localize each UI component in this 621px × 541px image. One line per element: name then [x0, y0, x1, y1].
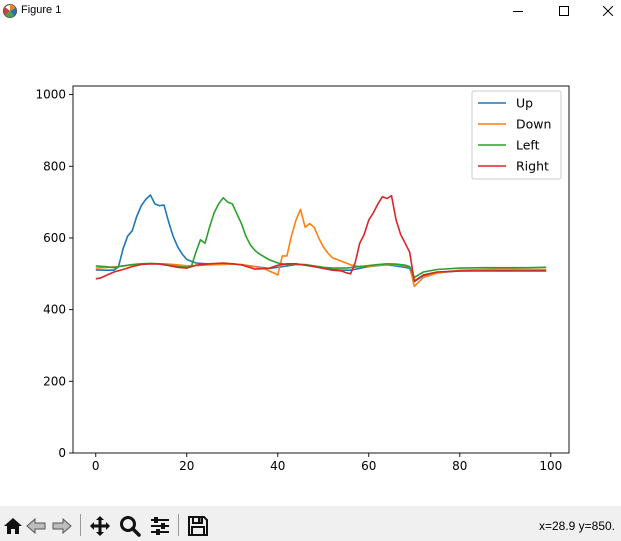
legend: Up Down Left Right — [471, 90, 562, 180]
x-tick-label: 100 — [539, 459, 562, 473]
series-layer — [95, 194, 547, 288]
close-icon — [603, 6, 613, 16]
close-button[interactable] — [585, 0, 621, 22]
legend-label-right: Right — [516, 159, 549, 174]
maximize-icon — [559, 6, 569, 16]
navigation-toolbar: x=28.9 y=850. — [0, 506, 621, 541]
pan-button[interactable] — [88, 514, 112, 538]
legend-label-down: Down — [516, 117, 551, 132]
window-titlebar: Figure 1 — [0, 0, 621, 22]
y-tick-label: 800 — [43, 159, 66, 173]
x-tick-label: 80 — [452, 459, 467, 473]
forward-button[interactable] — [50, 514, 74, 538]
y-tick-label: 1000 — [35, 88, 66, 102]
home-icon — [4, 518, 22, 534]
x-tick-label: 40 — [270, 459, 285, 473]
save-button[interactable] — [186, 514, 210, 538]
y-tick-label: 200 — [43, 374, 66, 388]
zoom-icon — [120, 516, 141, 537]
back-button[interactable] — [24, 514, 48, 538]
x-tick-label: 20 — [179, 459, 194, 473]
toolbar-separator — [80, 514, 81, 536]
y-tick-label: 400 — [43, 303, 66, 317]
series-line-right — [95, 194, 547, 282]
maximize-button[interactable] — [541, 0, 587, 22]
x-tick-label: 60 — [361, 459, 376, 473]
cursor-coordinates: x=28.9 y=850. — [538, 519, 615, 533]
window-title: Figure 1 — [21, 4, 62, 16]
x-tick-label: 0 — [92, 459, 100, 473]
home-button[interactable] — [1, 514, 25, 538]
save-icon — [188, 516, 208, 536]
y-tick-label: 600 — [43, 231, 66, 245]
plot-frame — [72, 85, 570, 454]
legend-label-up: Up — [516, 96, 533, 111]
configure-subplots-icon — [151, 517, 169, 535]
minimize-icon — [513, 11, 523, 12]
forward-icon — [52, 517, 72, 535]
pan-icon — [90, 516, 110, 536]
configure-subplots-button[interactable] — [148, 514, 172, 538]
legend-frame — [471, 90, 562, 180]
matplotlib-app-icon — [3, 4, 17, 18]
y-tick-label: 0 — [58, 446, 66, 460]
minimize-button[interactable] — [495, 0, 541, 22]
legend-label-left: Left — [516, 138, 540, 153]
zoom-button[interactable] — [118, 514, 142, 538]
toolbar-separator — [178, 514, 179, 536]
back-icon — [26, 517, 46, 535]
